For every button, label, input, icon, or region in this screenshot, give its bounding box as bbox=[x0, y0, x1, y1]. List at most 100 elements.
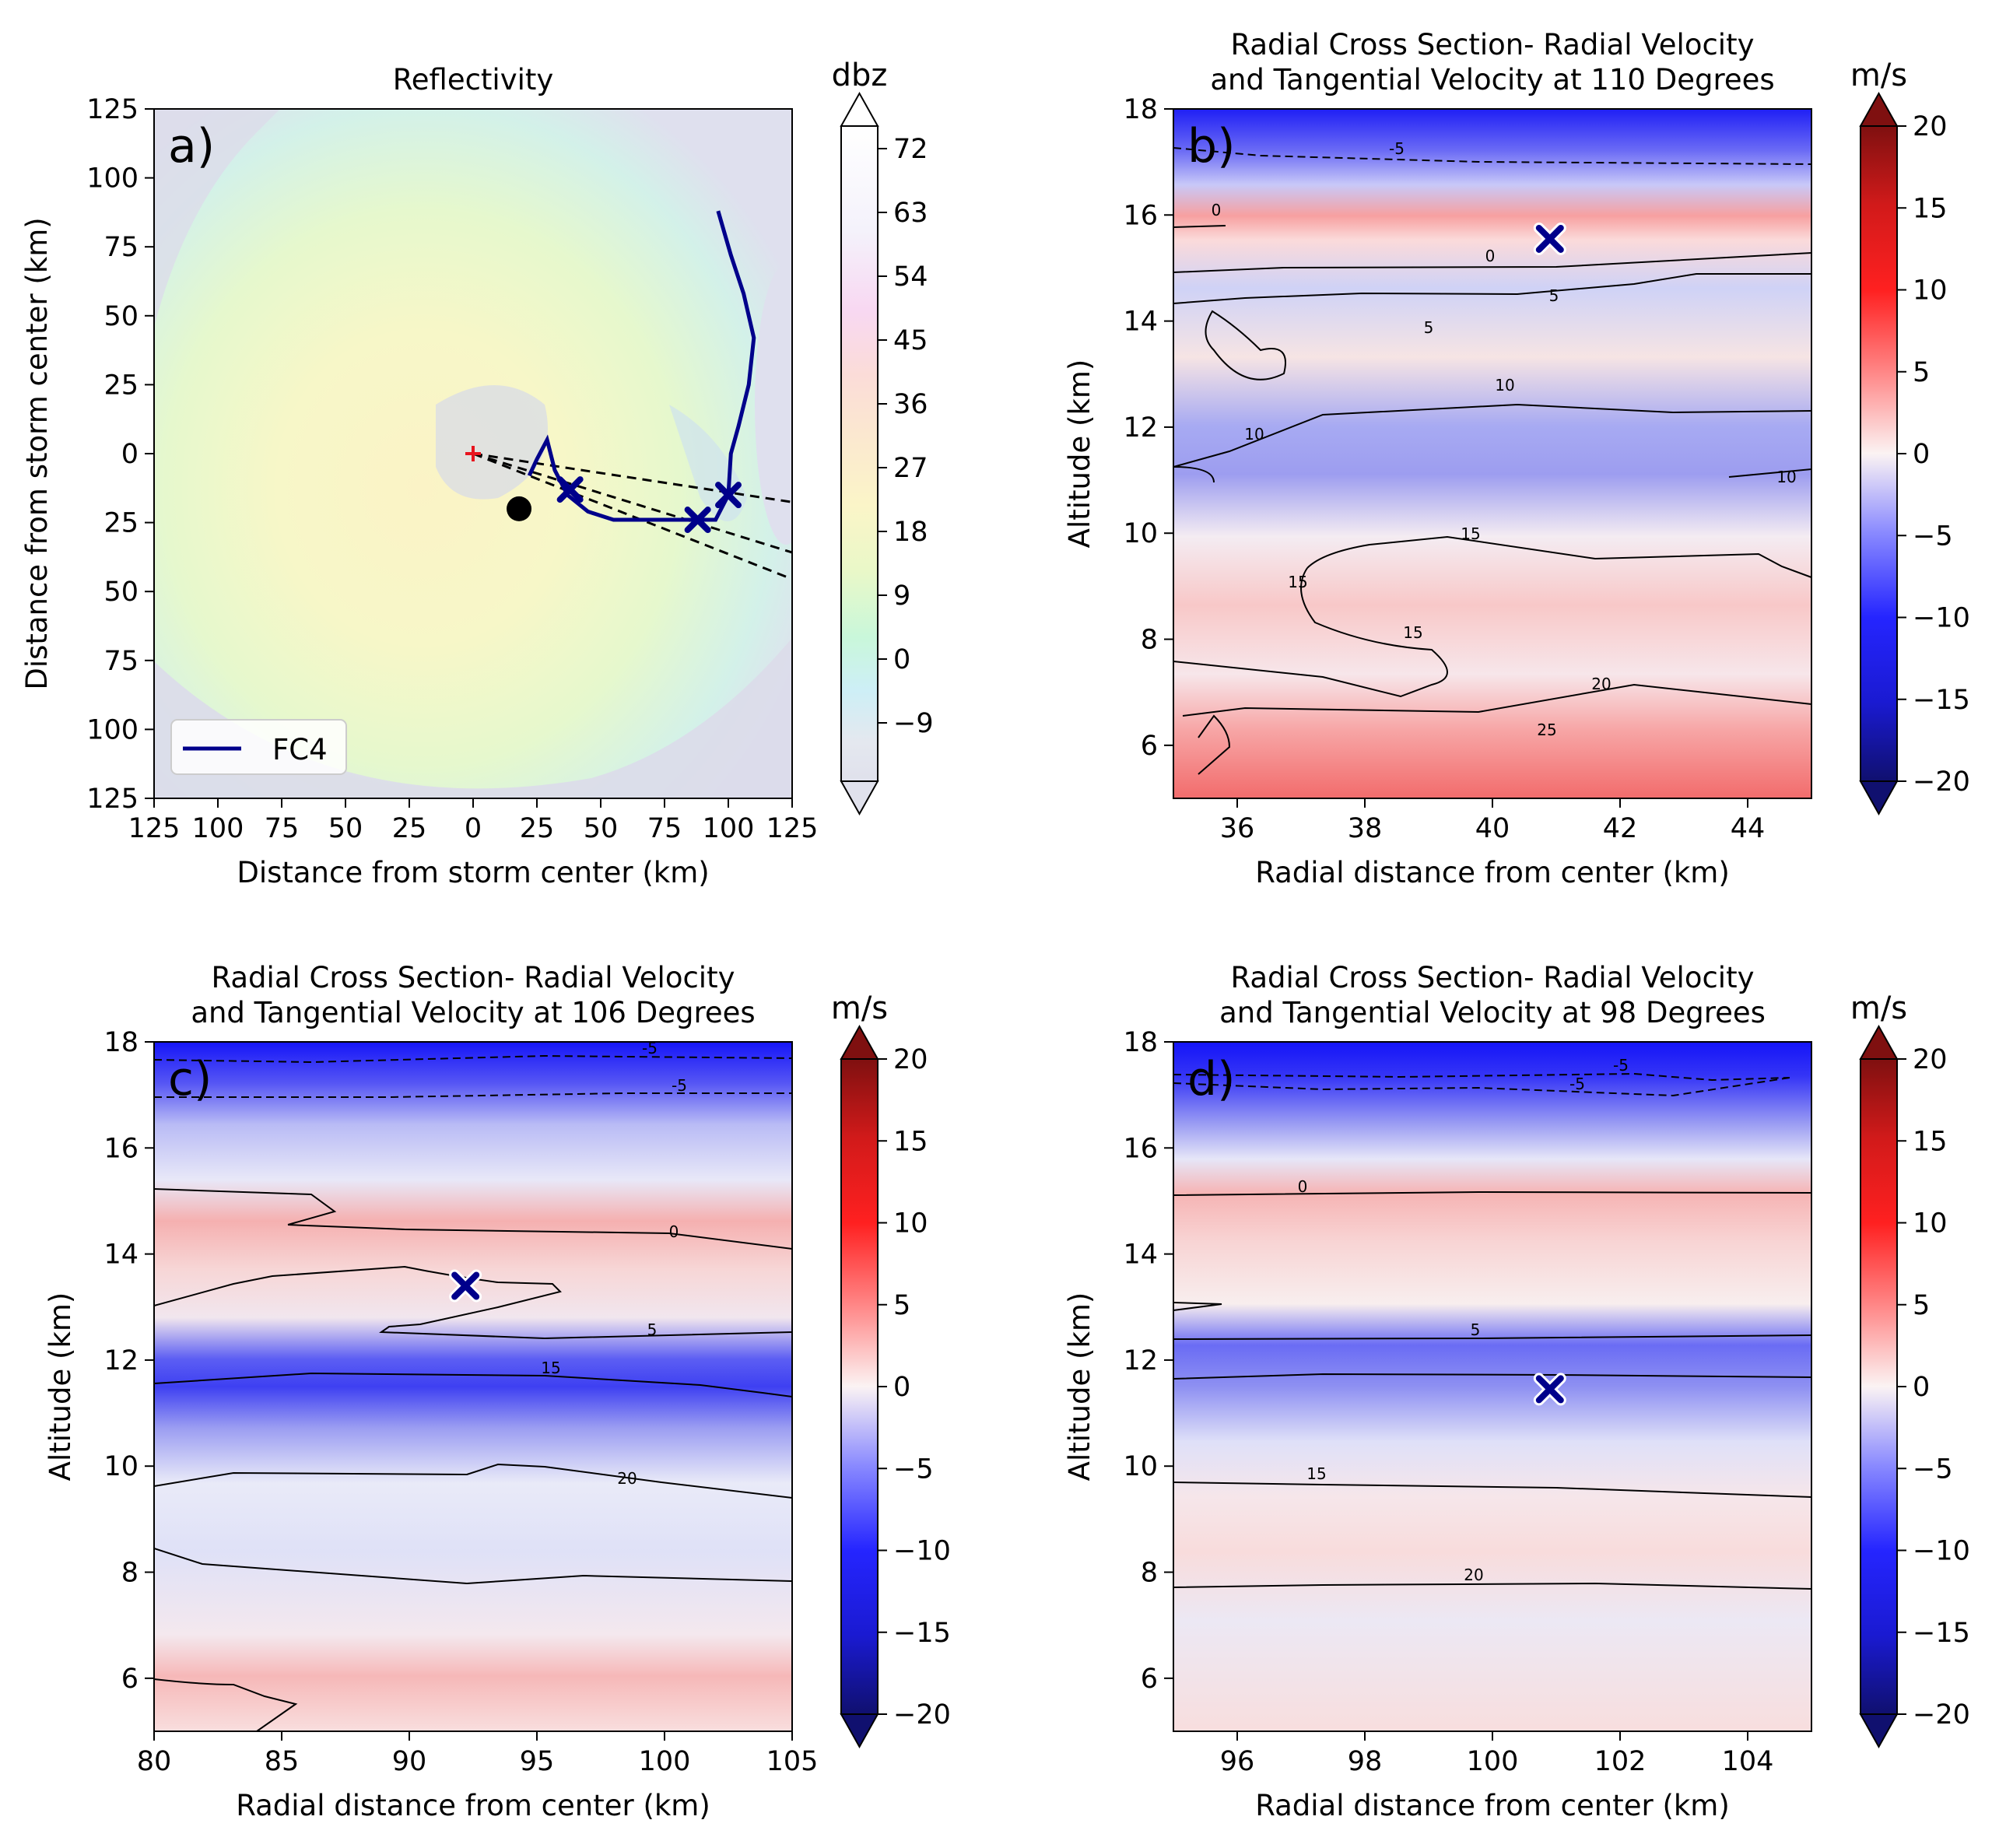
velocity-field-d bbox=[1173, 1042, 1811, 1731]
y-tick-label: 14 bbox=[1123, 307, 1158, 338]
colorbar-label: dbz bbox=[832, 58, 888, 93]
colorbar-tick-label: 5 bbox=[893, 1290, 910, 1321]
contour-label: 5 bbox=[1549, 286, 1559, 305]
y-tick-label: 12 bbox=[1123, 412, 1158, 444]
y-tick-label-a: 100 bbox=[86, 163, 139, 195]
y-tick-label-a: 125 bbox=[86, 94, 139, 125]
colorbar-tick-label: −20 bbox=[1913, 766, 1970, 798]
colorbar-tick-label: −5 bbox=[893, 1454, 934, 1485]
y-tick-label: 8 bbox=[1141, 625, 1158, 656]
colorbar-extend-top bbox=[1859, 1024, 1899, 1060]
x-tick-label: 40 bbox=[1475, 813, 1510, 844]
colorbar bbox=[840, 125, 879, 782]
radial-line bbox=[472, 452, 792, 580]
x-tick-label: 85 bbox=[265, 1746, 300, 1777]
x-tick-label: 42 bbox=[1603, 813, 1638, 844]
colorbar-tick-label: 15 bbox=[893, 1126, 928, 1157]
colorbar-tick-label: 0 bbox=[893, 644, 910, 675]
y-tick-label: 8 bbox=[1141, 1558, 1158, 1589]
colorbar-tick-label: 20 bbox=[1913, 1044, 1948, 1075]
colorbar-tick-label: −5 bbox=[1913, 1454, 1953, 1485]
colorbar-extend-bottom bbox=[840, 1713, 879, 1749]
colorbar-extend-bottom bbox=[1859, 780, 1899, 816]
colorbar bbox=[1860, 1058, 1898, 1715]
tangential-velocity-contours-c bbox=[154, 1054, 792, 1731]
y-tick-label-a: 25 bbox=[103, 370, 139, 401]
chart-title-line-2: and Tangential Velocity at 106 Degrees bbox=[191, 996, 755, 1029]
x-marker bbox=[449, 1269, 482, 1303]
y-tick-label-a: 100 bbox=[86, 714, 139, 745]
colorbar-extend-bottom bbox=[840, 780, 879, 816]
contour-label: 20 bbox=[617, 1469, 637, 1488]
legend-label: FC4 bbox=[272, 733, 328, 766]
x-tick-label: 100 bbox=[639, 1746, 691, 1777]
x-tick-label: 95 bbox=[520, 1746, 555, 1777]
x-axis-label: Radial distance from center (km) bbox=[1255, 1789, 1730, 1822]
x-axis-label: Radial distance from center (km) bbox=[236, 1789, 710, 1822]
colorbar-extend-top bbox=[840, 91, 879, 127]
y-tick-label: 16 bbox=[103, 1133, 139, 1164]
x-tick-label: 36 bbox=[1220, 813, 1255, 844]
panel-label: c) bbox=[168, 1052, 212, 1106]
storm-center-marker bbox=[465, 446, 481, 461]
contour-label: 15 bbox=[541, 1359, 560, 1377]
tangential-velocity-contours-d bbox=[1173, 1072, 1811, 1590]
x-tick-label-a: 25 bbox=[392, 813, 427, 844]
y-tick-label: 10 bbox=[103, 1451, 139, 1482]
chart-title-line-2: and Tangential Velocity at 110 Degrees bbox=[1210, 63, 1774, 96]
colorbar-label: m/s bbox=[831, 991, 888, 1026]
contour-label: 15 bbox=[1461, 524, 1480, 543]
colorbar-label: m/s bbox=[1850, 991, 1907, 1026]
axes-frame-c bbox=[153, 1041, 793, 1732]
colorbar-extend-bottom bbox=[1859, 1713, 1899, 1749]
colorbar-tick-label: −15 bbox=[893, 1618, 951, 1649]
x-tick-label-a: 0 bbox=[465, 813, 482, 844]
x-marker bbox=[684, 507, 711, 534]
y-tick-label: 14 bbox=[1123, 1240, 1158, 1271]
contour-label: 20 bbox=[1591, 675, 1611, 693]
x-tick-label-a: 100 bbox=[192, 813, 244, 844]
x-tick-label-a: 25 bbox=[520, 813, 555, 844]
colorbar-tick-label: −15 bbox=[1913, 685, 1970, 716]
colorbar-tick-label: −10 bbox=[1913, 603, 1970, 634]
reflectivity-field bbox=[154, 109, 792, 798]
panel-label: a) bbox=[168, 119, 215, 174]
contour-label: -5 bbox=[1389, 139, 1405, 158]
y-tick-label: 14 bbox=[103, 1240, 139, 1271]
colorbar-tick-label: 27 bbox=[893, 453, 928, 484]
y-tick-label-a: 75 bbox=[103, 646, 139, 677]
chart-title-line-2: and Tangential Velocity at 98 Degrees bbox=[1219, 996, 1766, 1029]
colorbar-tick-label: 10 bbox=[1913, 1208, 1948, 1240]
panel-label: b) bbox=[1187, 119, 1236, 174]
x-tick-label: 105 bbox=[766, 1746, 819, 1777]
colorbar-tick-label: 20 bbox=[1913, 111, 1948, 142]
colorbar-tick-label: 5 bbox=[1913, 357, 1930, 388]
x-marker bbox=[1533, 1373, 1566, 1406]
contour-label: 0 bbox=[1298, 1177, 1308, 1196]
y-tick-label-a: 50 bbox=[103, 577, 139, 608]
colorbar-tick-label: 15 bbox=[1913, 193, 1948, 224]
contour-label: 15 bbox=[1288, 573, 1307, 591]
colorbar-tick-label: −15 bbox=[1913, 1618, 1970, 1649]
fc4-flight-track bbox=[527, 210, 756, 522]
y-tick-label: 10 bbox=[1123, 1451, 1158, 1482]
colorbar-label: m/s bbox=[1850, 58, 1907, 93]
y-tick-label: 6 bbox=[1141, 1664, 1158, 1695]
x-marker bbox=[1533, 222, 1566, 255]
colorbar-tick-label: 63 bbox=[893, 198, 928, 229]
x-axis-label: Radial distance from center (km) bbox=[1255, 856, 1730, 889]
y-tick-label: 18 bbox=[103, 1027, 139, 1058]
y-axis-label: Altitude (km) bbox=[44, 1292, 77, 1482]
x-tick-label: 98 bbox=[1348, 1746, 1383, 1777]
contour-label: 5 bbox=[1424, 318, 1434, 337]
flight-track-overlay bbox=[465, 210, 792, 580]
colorbar-tick-label: 72 bbox=[893, 134, 928, 165]
y-tick-label-a: 75 bbox=[103, 232, 139, 263]
colorbar-tick-label: 0 bbox=[1913, 1372, 1930, 1403]
colorbar-tick-label: −20 bbox=[1913, 1699, 1970, 1731]
x-tick-label-a: 75 bbox=[647, 813, 682, 844]
y-tick-label-a: 125 bbox=[86, 784, 139, 815]
contour-label: 15 bbox=[1306, 1464, 1326, 1483]
tangential-velocity-contours-b bbox=[1173, 147, 1811, 775]
